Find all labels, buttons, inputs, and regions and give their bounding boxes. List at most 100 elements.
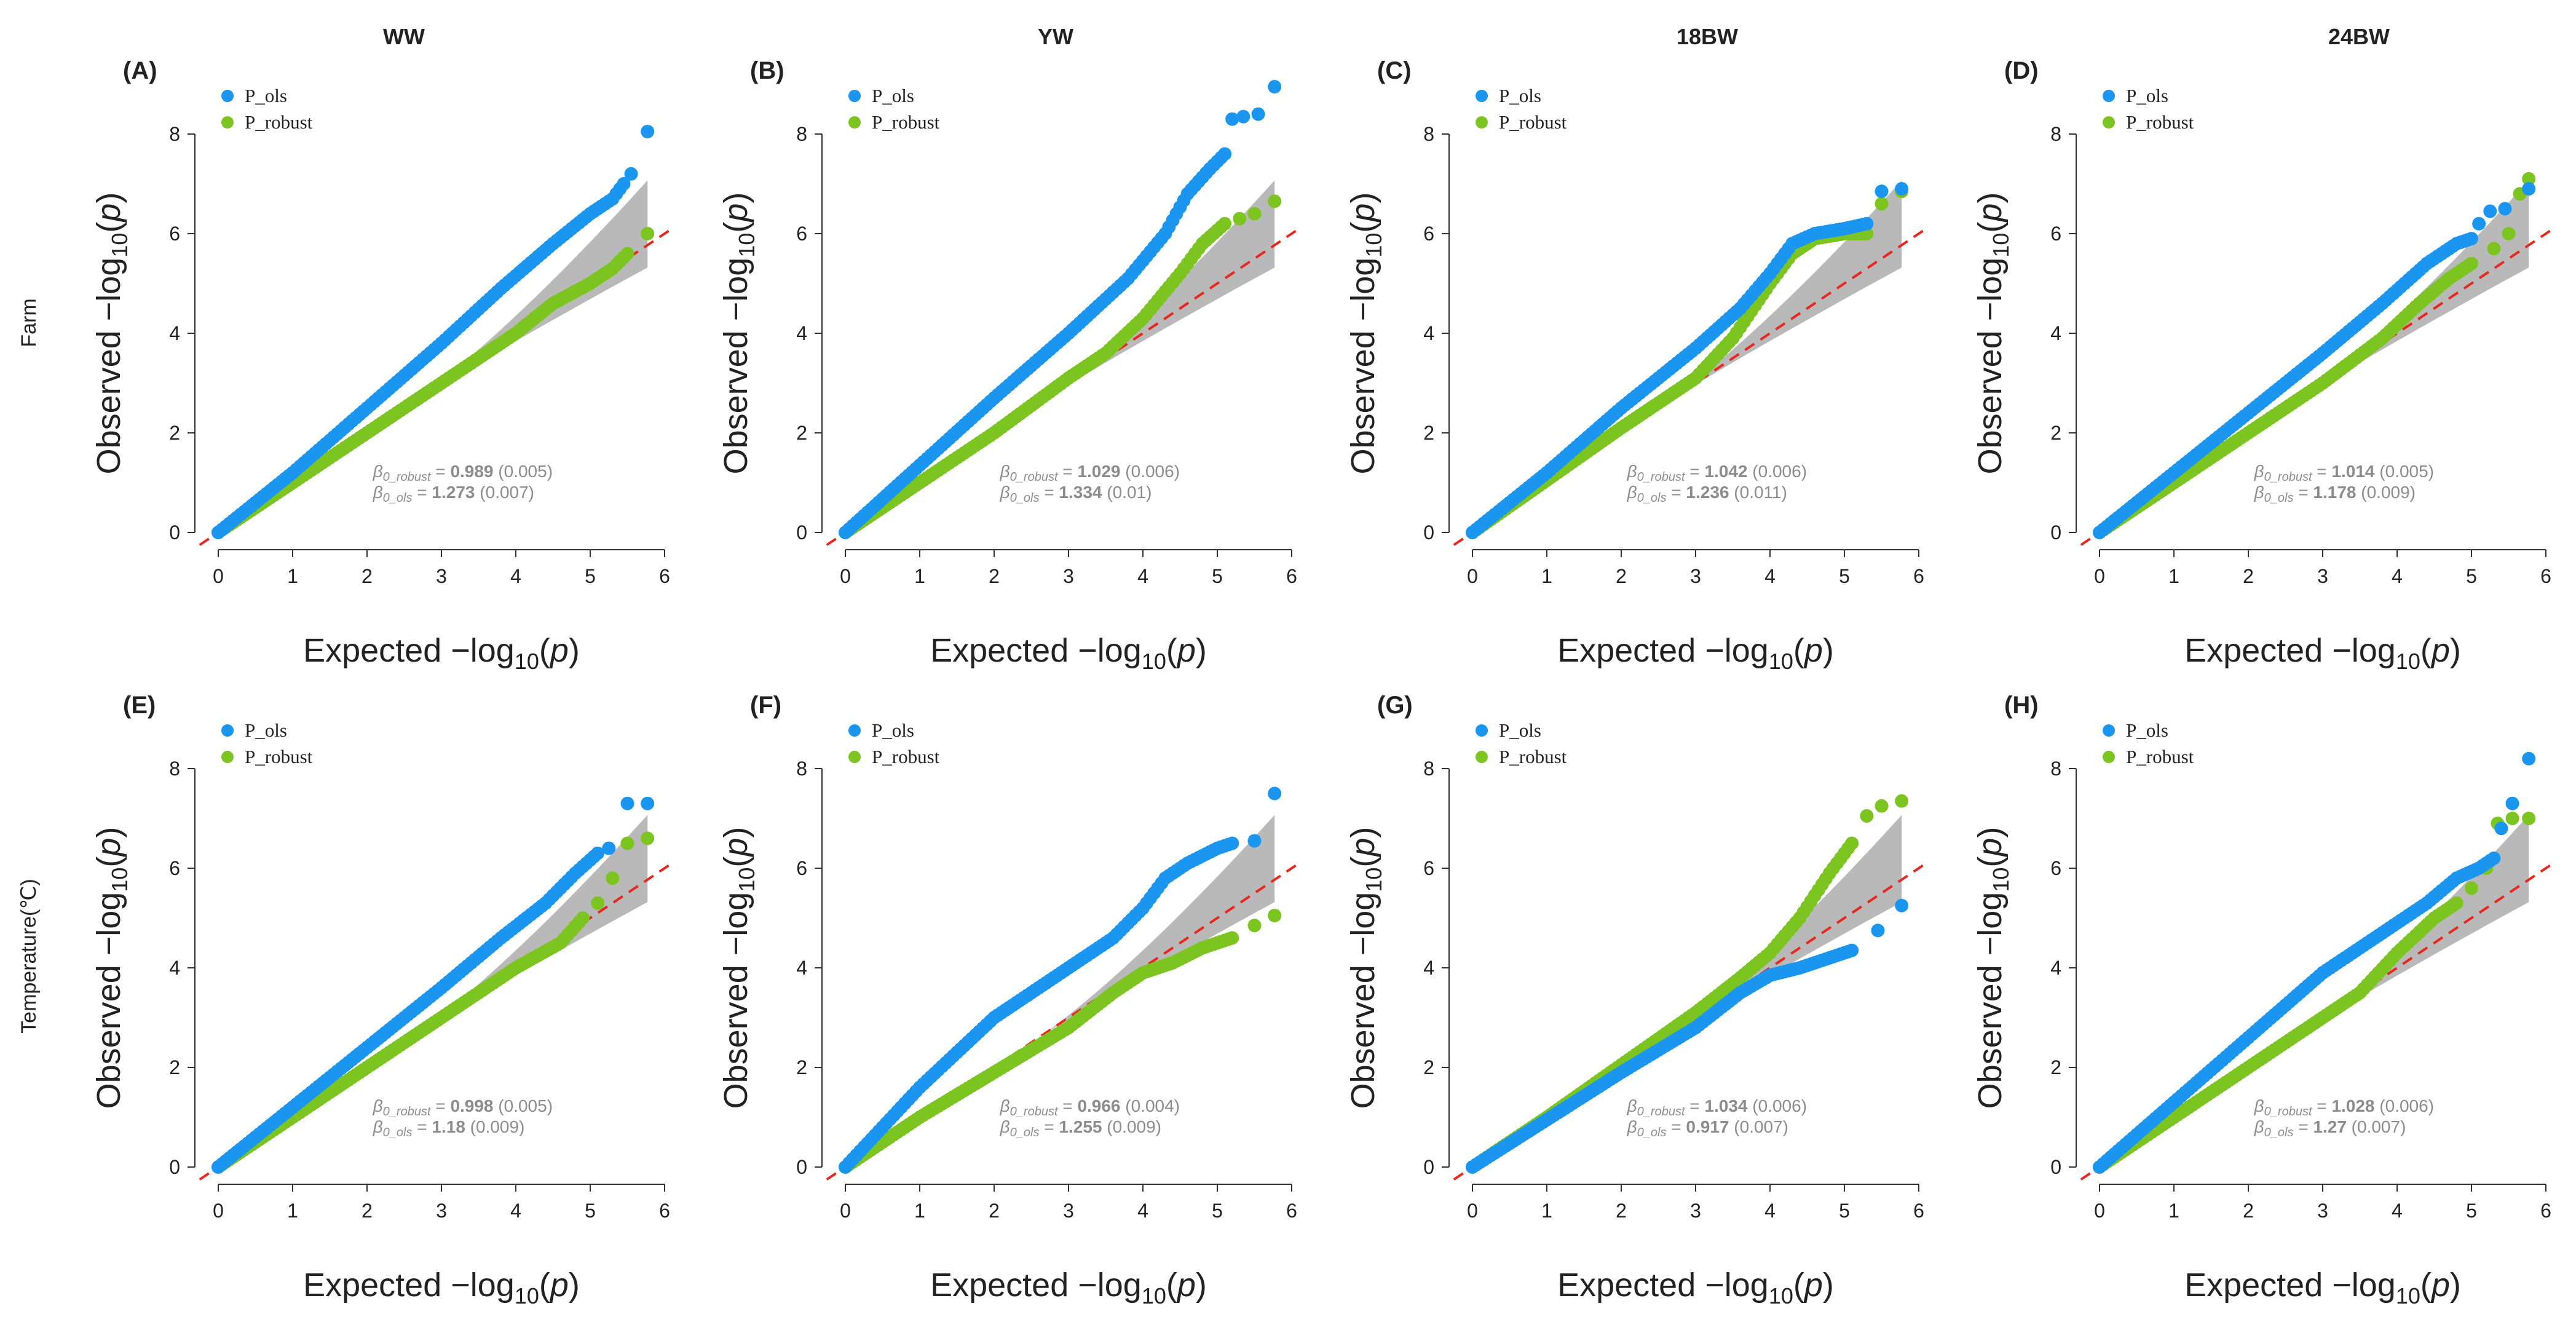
panel-b: (B) 0 1 2 3 4 5 6 0 2 4 6 8 Expected −log10(p) Observe…	[717, 57, 1300, 674]
confidence-band	[2293, 815, 2529, 1038]
legend-marker-robust	[848, 116, 861, 129]
data-point	[1268, 194, 1282, 208]
legend-marker-ols	[221, 90, 234, 102]
stat-beta-ols: β0_ols = 1.27 (0.007)	[2254, 1117, 2406, 1139]
y-tick-label: 0	[169, 1156, 180, 1178]
data-point	[2449, 896, 2463, 910]
legend-marker-robust	[2103, 116, 2115, 129]
panel-letter: (E)	[123, 692, 156, 719]
data-point	[1251, 107, 1265, 121]
column-title-24bw: 24BW	[2328, 24, 2390, 49]
y-tick-label: 8	[796, 123, 807, 145]
confidence-band	[2293, 180, 2529, 403]
x-tick-label: 2	[362, 1200, 373, 1222]
legend-marker-robust	[848, 751, 861, 763]
x-tick-label: 2	[2243, 565, 2254, 587]
data-point	[1268, 786, 1282, 801]
series-p-ols	[1466, 898, 1909, 1174]
legend-label-ols: P_ols	[2126, 85, 2168, 106]
data-point	[2522, 182, 2536, 196]
x-tick-label: 0	[213, 1200, 224, 1222]
x-tick-label: 0	[1467, 565, 1478, 587]
x-tick-label: 4	[510, 1200, 521, 1222]
data-point	[2522, 172, 2536, 186]
data-point	[2498, 202, 2512, 216]
y-tick-label: 2	[2050, 422, 2061, 444]
data-point	[1860, 809, 1874, 823]
x-axis-title: Expected −log10(p)	[2184, 1267, 2461, 1308]
x-tick-label: 5	[1212, 1200, 1223, 1222]
data-point	[641, 831, 655, 845]
row-labels: Farm Temperature(℃)	[17, 298, 41, 1034]
y-tick-label: 4	[2050, 957, 2061, 979]
legend-label-robust: P_robust	[245, 746, 313, 767]
x-axis-title: Expected −log10(p)	[2184, 632, 2461, 674]
legend-marker-ols	[1476, 90, 1488, 102]
confidence-band	[411, 815, 648, 1038]
legend-marker-robust	[1476, 751, 1488, 763]
row-label-temperature: Temperature(℃)	[17, 879, 41, 1034]
x-tick-label: 1	[914, 1200, 925, 1222]
legend-marker-ols	[221, 724, 234, 737]
data-point	[1268, 80, 1282, 94]
data-point	[2522, 751, 2536, 766]
y-tick-label: 8	[1423, 758, 1434, 780]
data-point	[1268, 908, 1282, 922]
x-tick-label: 3	[1063, 1200, 1074, 1222]
x-tick-label: 3	[1063, 565, 1074, 587]
x-axis-title: Expected −log10(p)	[303, 632, 580, 674]
panel-letter: (G)	[1377, 692, 1413, 719]
x-tick-label: 3	[1690, 1200, 1701, 1222]
x-tick-label: 5	[1839, 565, 1850, 587]
confidence-band	[411, 180, 648, 403]
x-tick-label: 2	[2243, 1200, 2254, 1222]
series-p-ols	[1466, 182, 1909, 539]
panel-d: (D) 0 1 2 3 4 5 6 0 2 4 6 8 Expected −log10(p) Observe…	[1972, 57, 2554, 674]
column-title-18bw: 18BW	[1677, 24, 1738, 49]
data-point	[1247, 834, 1262, 848]
data-point	[641, 796, 655, 810]
x-tick-label: 2	[989, 565, 1000, 587]
legend-label-ols: P_ols	[245, 719, 287, 741]
x-tick-label: 1	[2168, 565, 2179, 587]
confidence-band	[1665, 815, 1902, 1038]
series-p-ols	[211, 796, 655, 1174]
confidence-band	[1038, 815, 1275, 1038]
column-titles: WW YW 18BW 24BW	[383, 24, 2390, 49]
panel-h: (H) 0 1 2 3 4 5 6 0 2 4 6 8 Expected −log10(p) Observe…	[1972, 692, 2554, 1308]
x-axis-title: Expected −log10(p)	[1557, 632, 1834, 674]
legend-label-robust: P_robust	[1499, 746, 1567, 767]
x-tick-label: 0	[2094, 565, 2105, 587]
y-tick-label: 0	[2050, 1156, 2061, 1178]
x-tick-label: 3	[1690, 565, 1701, 587]
x-tick-label: 5	[1839, 1200, 1850, 1222]
legend-label-ols: P_ols	[245, 85, 287, 106]
y-axis-title: Observed −log10(p)	[1972, 827, 2013, 1109]
x-tick-label: 0	[213, 565, 224, 587]
y-tick-label: 0	[1423, 1156, 1434, 1178]
y-tick-label: 8	[169, 123, 180, 145]
x-tick-label: 4	[1764, 1200, 1776, 1222]
data-point	[2472, 216, 2486, 231]
data-point	[2465, 881, 2478, 895]
x-tick-label: 6	[1913, 1200, 1924, 1222]
y-tick-label: 4	[1423, 957, 1434, 979]
data-point	[1225, 836, 1239, 850]
data-point	[1845, 943, 1859, 957]
legend-label-robust: P_robust	[1499, 111, 1567, 133]
y-tick-label: 4	[1423, 322, 1434, 344]
series-p-ols	[839, 786, 1282, 1174]
panel-letter: (C)	[1377, 57, 1412, 84]
legend-label-ols: P_ols	[1499, 85, 1541, 106]
x-tick-label: 4	[2392, 1200, 2403, 1222]
data-point	[2465, 232, 2478, 246]
x-tick-label: 1	[1541, 565, 1552, 587]
data-point	[591, 896, 605, 910]
x-tick-label: 0	[840, 565, 851, 587]
x-tick-label: 1	[2168, 1200, 2179, 1222]
panel-letter: (D)	[2004, 57, 2039, 84]
x-tick-label: 5	[2466, 565, 2477, 587]
x-tick-label: 2	[1616, 1200, 1627, 1222]
series-p-ols	[2093, 182, 2536, 539]
